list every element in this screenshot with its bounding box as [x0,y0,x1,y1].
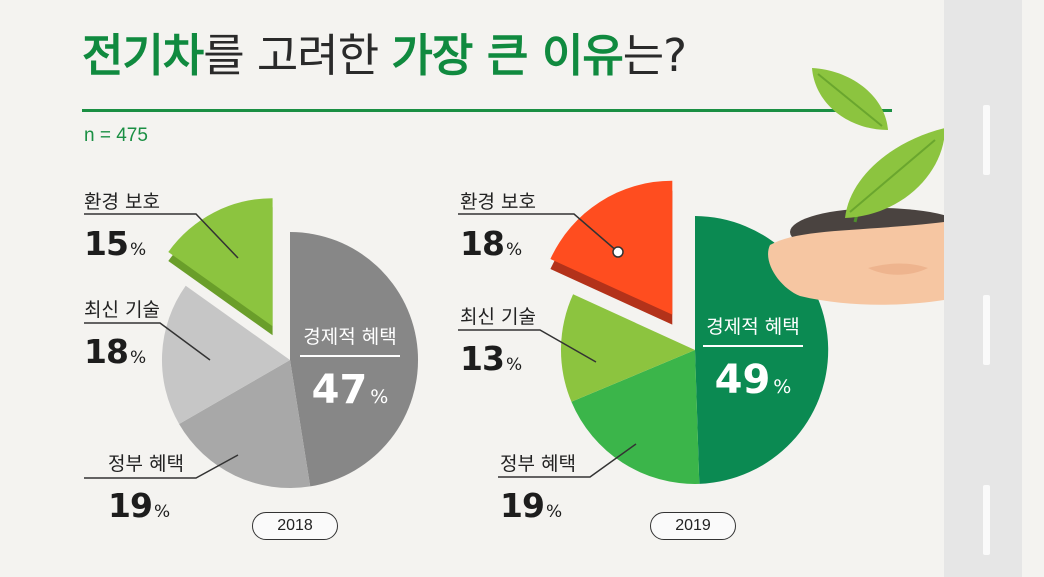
label-2019-technology-name: 최신 기술 [460,306,536,328]
unit: % [505,240,522,260]
leader-2019-environment [458,213,619,253]
value-2019-government: 19 [500,486,545,525]
label-2018-economic-pct: 47% [300,367,400,413]
year-badge-2018: 2018 [252,512,338,540]
title-part-considered: 를 고려한 [203,29,392,82]
page-title: 전기차를 고려한 가장 큰 이유는? [82,26,687,86]
year-badge-2019: 2019 [650,512,736,540]
label-2019-technology-pct: 13% [460,337,536,387]
label-2019-environment-pct: 18% [460,222,536,272]
pie-2018-slice-government [179,360,311,489]
leader-2018-technology [84,322,211,361]
leaf-vein [849,139,936,213]
label-2018-technology-name: 최신 기술 [84,299,160,321]
sample-size: n = 475 [84,125,148,146]
unit: % [505,355,522,375]
pie-2019-slice-environment [550,180,673,315]
leader-lines [84,213,637,479]
leader-2018-government [84,454,239,479]
pie-2018-slice-economic [290,232,419,487]
label-2018-economic: 경제적 혜택 47% [300,322,400,413]
value-2019-environment: 18 [460,224,505,263]
title-part-question: 는? [622,29,687,82]
value-2018-technology: 18 [84,332,129,371]
label-2019-economic: 경제적 혜택 49% [703,312,803,403]
label-2019-economic-name: 경제적 혜택 [703,312,803,347]
unit: % [545,502,562,522]
hand-fold [868,263,928,275]
value-2018-economic: 47 [311,367,368,413]
value-2019-economic: 49 [714,357,771,403]
label-2019-government-name: 정부 혜택 [500,453,576,475]
label-2019-environment-name: 환경 보호 [460,191,536,213]
unit: % [370,386,389,408]
unit: % [129,240,146,260]
road-strip [944,0,1022,577]
pie-2018 [161,198,419,489]
road-dash [983,105,990,175]
leader-dot [612,246,624,258]
label-2018-environment: 환경 보호 15% [84,190,160,272]
hand-plant-illustration [768,68,944,305]
title-part-biggest-reason: 가장 큰 이유 [391,29,623,82]
pie-2019-slice-technology [560,294,695,402]
label-2019-economic-pct: 49% [703,357,803,403]
label-2018-environment-name: 환경 보호 [84,191,160,213]
label-2018-technology-pct: 18% [84,330,160,380]
pie-2018-slice-environment [168,198,273,327]
title-underline [82,109,892,112]
value-2018-government: 19 [108,486,153,525]
leader-2019-technology [458,329,597,363]
label-2019-government-pct: 19% [500,484,576,534]
pie-2018-slice-technology [161,285,290,424]
label-2018-environment-pct: 15% [84,222,160,272]
chart-canvas [84,68,944,489]
unit: % [129,348,146,368]
value-2018-environment: 15 [84,224,129,263]
title-part-ev: 전기차 [82,29,204,82]
label-2018-government-name: 정부 혜택 [108,453,184,475]
pie-2019-slice-government [571,350,700,484]
label-2018-economic-name: 경제적 혜택 [300,322,400,357]
unit: % [773,376,792,398]
leader-2019-government [498,443,637,478]
label-2018-technology: 최신 기술 18% [84,298,160,380]
label-2019-environment: 환경 보호 18% [460,190,536,272]
label-2018-government: 정부 혜택 19% [108,452,184,534]
leader-2018-environment [84,213,239,259]
leaf-vein [817,73,883,127]
label-2018-government-pct: 19% [108,484,184,534]
road-dash [983,295,990,365]
road-dash [983,485,990,555]
label-2019-technology: 최신 기술 13% [460,305,536,387]
label-2019-government: 정부 혜택 19% [500,452,576,534]
value-2019-technology: 13 [460,339,505,378]
hand [768,222,944,305]
unit: % [153,502,170,522]
